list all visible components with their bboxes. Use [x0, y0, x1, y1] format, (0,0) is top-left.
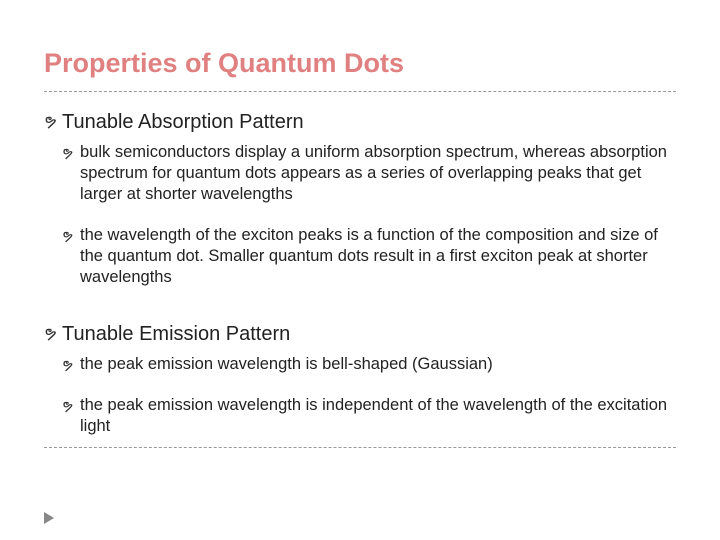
bullet-text: the peak emission wavelength is bell-sha…: [80, 354, 493, 375]
bullet-icon: ຯ: [44, 110, 62, 134]
bullet-icon: ຯ: [62, 354, 80, 375]
bullet-row: ຯ the peak emission wavelength is indepe…: [62, 395, 676, 437]
bullet-text: bulk semiconductors display a uniform ab…: [80, 142, 676, 205]
section-heading: Tunable Absorption Pattern: [62, 110, 304, 134]
bullet-row: ຯ bulk semiconductors display a uniform …: [62, 142, 676, 205]
bullet-icon: ຯ: [44, 322, 62, 346]
bullet-icon: ຯ: [62, 395, 80, 416]
bullet-row: ຯ the peak emission wavelength is bell-s…: [62, 354, 676, 375]
section-gap: [44, 308, 676, 322]
slide-marker-icon: [44, 512, 54, 524]
bullet-text: the wavelength of the exciton peaks is a…: [80, 225, 676, 288]
section-heading-row: ຯ Tunable Emission Pattern: [44, 322, 676, 346]
top-divider: [44, 91, 676, 92]
section-heading: Tunable Emission Pattern: [62, 322, 290, 346]
slide-title: Properties of Quantum Dots: [44, 48, 676, 79]
bottom-divider: [44, 447, 676, 448]
section-heading-row: ຯ Tunable Absorption Pattern: [44, 110, 676, 134]
bullet-icon: ຯ: [62, 225, 80, 246]
bullet-row: ຯ the wavelength of the exciton peaks is…: [62, 225, 676, 288]
bullet-icon: ຯ: [62, 142, 80, 163]
bullet-text: the peak emission wavelength is independ…: [80, 395, 676, 437]
